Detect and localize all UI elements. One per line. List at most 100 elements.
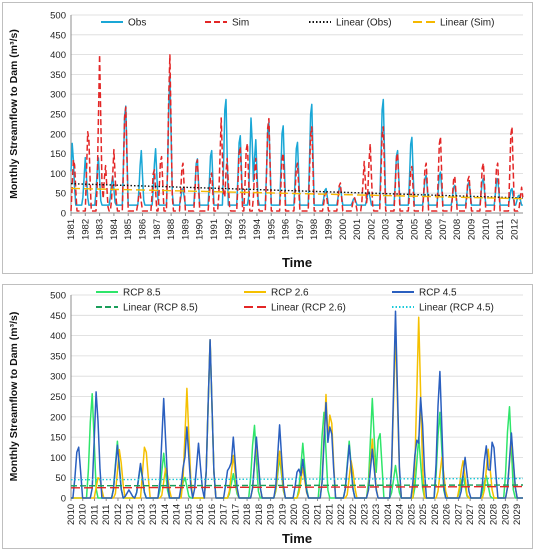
x-tick-label: 1997 bbox=[295, 219, 306, 240]
legend-label: RCP 8.5 bbox=[123, 288, 161, 299]
x-tick-label: 2021 bbox=[324, 504, 335, 525]
y-axis-title: Monthly Streamflow to Dam (m³/s) bbox=[8, 29, 20, 199]
y-tick-label: 250 bbox=[50, 110, 66, 121]
x-tick-label: 2002 bbox=[366, 219, 377, 240]
x-tick-label: 2011 bbox=[89, 505, 100, 525]
x-tick-label: 2011 bbox=[101, 505, 112, 525]
x-tick-label: 2000 bbox=[338, 219, 349, 240]
legend-label: Obs bbox=[128, 18, 146, 29]
x-tick-label: 2007 bbox=[438, 219, 449, 240]
x-tick-label: 2020 bbox=[301, 504, 312, 525]
x-tick-label: 2022 bbox=[348, 504, 359, 525]
x-tick-label: 2014 bbox=[160, 504, 171, 525]
x-tick-label: 2020 bbox=[289, 504, 300, 525]
y-tick-label: 500 bbox=[50, 11, 66, 22]
x-tick-label: 1982 bbox=[80, 219, 91, 240]
x-tick-label: 2019 bbox=[277, 504, 288, 525]
x-tick-label: 1981 bbox=[66, 219, 77, 240]
x-tick-label: 2004 bbox=[395, 219, 406, 240]
x-tick-label: 1985 bbox=[123, 219, 134, 240]
y-axis-title: Monthly Streamflow to Dam (m³/s) bbox=[8, 312, 20, 482]
legend-label: Linear (Sim) bbox=[440, 18, 494, 29]
x-tick-label: 2001 bbox=[352, 219, 363, 240]
y-tick-label: 300 bbox=[50, 90, 66, 101]
y-tick-label: 200 bbox=[50, 412, 66, 423]
x-tick-label: 2027 bbox=[465, 504, 476, 525]
x-tick-label: 1992 bbox=[223, 219, 234, 240]
x-tick-label: 1998 bbox=[309, 219, 320, 240]
legend-label: Sim bbox=[232, 18, 249, 29]
y-tick-label: 200 bbox=[50, 129, 66, 140]
series-line-linear-rcp-8-5- bbox=[70, 484, 524, 487]
x-tick-label: 1990 bbox=[195, 219, 206, 240]
x-tick-label: 2010 bbox=[66, 504, 77, 525]
y-tick-label: 100 bbox=[50, 453, 66, 464]
x-tick-label: 2005 bbox=[409, 219, 420, 240]
x-tick-label: 2012 bbox=[509, 219, 520, 240]
x-tick-label: 2003 bbox=[381, 219, 392, 240]
y-tick-label: 150 bbox=[50, 149, 66, 160]
y-tick-label: 450 bbox=[50, 30, 66, 41]
y-tick-label: 350 bbox=[50, 70, 66, 81]
x-axis-title: Time bbox=[282, 255, 312, 270]
x-tick-label: 2022 bbox=[336, 504, 347, 525]
x-tick-label: 1995 bbox=[266, 219, 277, 240]
y-tick-label: 400 bbox=[50, 331, 66, 342]
x-tick-label: 2023 bbox=[360, 504, 371, 525]
x-tick-label: 1994 bbox=[252, 219, 263, 240]
y-tick-label: 450 bbox=[50, 311, 66, 322]
y-tick-label: 50 bbox=[55, 473, 66, 484]
x-tick-label: 2008 bbox=[452, 219, 463, 240]
y-tick-label: 0 bbox=[61, 209, 66, 220]
legend-label: RCP 2.6 bbox=[271, 288, 309, 299]
x-tick-label: 2027 bbox=[453, 504, 464, 525]
x-tick-label: 2025 bbox=[418, 504, 429, 525]
x-tick-label: 1988 bbox=[166, 219, 177, 240]
y-tick-label: 250 bbox=[50, 392, 66, 403]
x-tick-label: 2009 bbox=[467, 219, 478, 240]
x-tick-label: 2014 bbox=[172, 504, 183, 525]
legend-label: Linear (Obs) bbox=[336, 18, 392, 29]
series-line-obs bbox=[70, 73, 523, 206]
x-tick-label: 2016 bbox=[195, 504, 206, 525]
x-tick-label: 2021 bbox=[313, 504, 324, 525]
x-tick-label: 2019 bbox=[266, 504, 277, 525]
legend-label: Linear (RCP 2.6) bbox=[271, 303, 346, 314]
series-line-linear-sim- bbox=[70, 187, 524, 200]
x-tick-label: 1996 bbox=[281, 219, 292, 240]
x-tick-label: 2017 bbox=[230, 504, 241, 525]
x-tick-label: 1986 bbox=[138, 219, 149, 240]
y-tick-label: 100 bbox=[50, 169, 66, 180]
y-tick-label: 500 bbox=[50, 291, 66, 302]
x-tick-label: 1989 bbox=[180, 219, 191, 240]
x-tick-label: 2029 bbox=[512, 504, 523, 525]
x-tick-label: 2010 bbox=[78, 504, 89, 525]
series-line-rcp-4-5 bbox=[71, 310, 523, 499]
x-tick-label: 2018 bbox=[242, 504, 253, 525]
x-tick-label: 2028 bbox=[489, 504, 500, 525]
x-tick-label: 1999 bbox=[323, 219, 334, 240]
x-tick-label: 2029 bbox=[500, 504, 511, 525]
x-tick-label: 2017 bbox=[219, 504, 230, 525]
y-tick-label: 400 bbox=[50, 50, 66, 61]
x-tick-label: 2025 bbox=[406, 504, 417, 525]
y-tick-label: 50 bbox=[55, 189, 66, 200]
y-tick-label: 350 bbox=[50, 351, 66, 362]
y-tick-label: 300 bbox=[50, 372, 66, 383]
x-tick-label: 2018 bbox=[254, 504, 265, 525]
x-tick-label: 1983 bbox=[95, 219, 106, 240]
x-axis-title: Time bbox=[282, 531, 312, 546]
x-tick-label: 2024 bbox=[395, 504, 406, 525]
x-tick-label: 2028 bbox=[477, 504, 488, 525]
x-tick-label: 2013 bbox=[136, 504, 147, 525]
x-tick-label: 1987 bbox=[152, 219, 163, 240]
x-tick-label: 2026 bbox=[430, 504, 441, 525]
x-tick-label: 2023 bbox=[371, 504, 382, 525]
legend-label: Linear (RCP 8.5) bbox=[123, 303, 198, 314]
legend-label: Linear (RCP 4.5) bbox=[419, 303, 494, 314]
series-line-sim bbox=[70, 53, 524, 212]
x-tick-label: 2012 bbox=[113, 504, 124, 525]
chart-historical: 0 50 100 150 200 250 300 350 400 450 500 1981 1982 19… bbox=[8, 11, 524, 270]
x-tick-label: 2024 bbox=[383, 504, 394, 525]
